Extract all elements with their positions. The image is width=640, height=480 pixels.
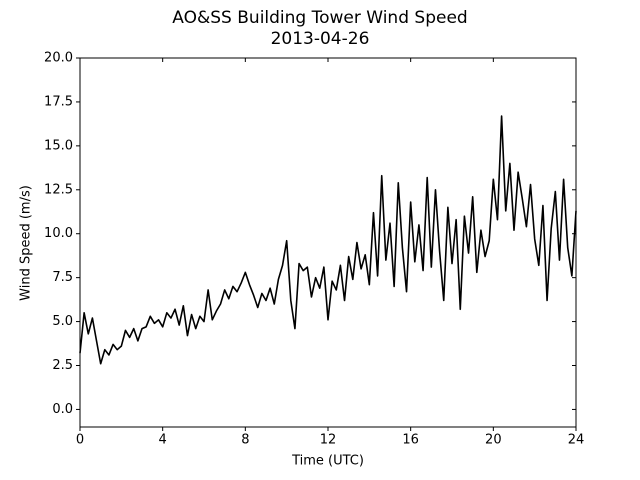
x-tick-label: 8 (241, 433, 249, 448)
y-axis-label: Wind Speed (m/s) (19, 185, 34, 301)
y-tick-label: 7.5 (52, 270, 73, 285)
plot-frame (79, 57, 577, 428)
x-tick-label: 20 (485, 433, 502, 448)
y-tick-label: 17.5 (44, 94, 73, 109)
x-tick-label: 4 (159, 433, 167, 448)
x-tick-label: 16 (402, 433, 419, 448)
y-tick-label: 5.0 (52, 314, 73, 329)
x-tick-label: 0 (76, 433, 84, 448)
data-line (79, 115, 577, 365)
x-axis-label: Time (UTC) (291, 454, 364, 469)
y-tick-label: 0.0 (52, 402, 73, 417)
chart-subtitle: 2013-04-26 (271, 29, 370, 49)
y-tick-label: 12.5 (44, 182, 73, 197)
y-tick-label: 15.0 (44, 138, 73, 153)
x-tick-label: 24 (568, 433, 585, 448)
y-tick-label: 2.5 (52, 358, 73, 373)
y-tick-label: 20.0 (44, 51, 73, 66)
y-tick-label: 10.0 (44, 226, 73, 241)
x-tick-label: 12 (320, 433, 337, 448)
chart-title: AO&SS Building Tower Wind Speed (172, 8, 467, 28)
